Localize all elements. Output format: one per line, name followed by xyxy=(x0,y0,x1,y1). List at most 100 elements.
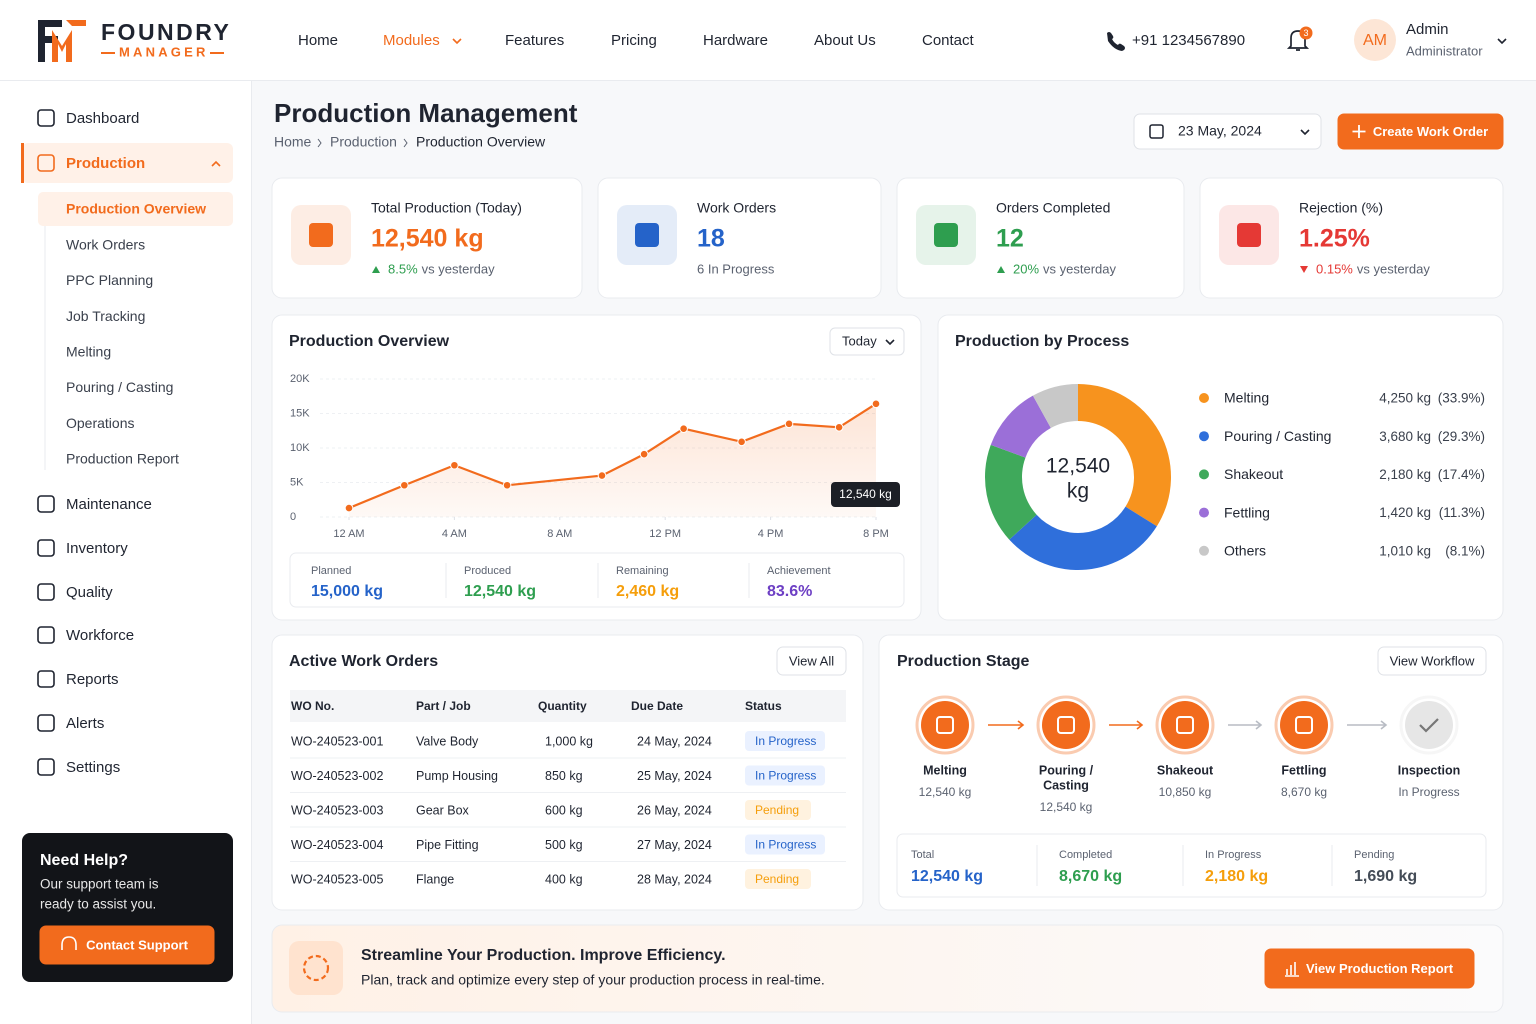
sidebar-icon xyxy=(37,626,55,644)
stage-value: 12,540 kg xyxy=(919,785,972,799)
kpi-card xyxy=(271,177,583,299)
nav-link[interactable]: Modules xyxy=(383,32,440,49)
donut-slice xyxy=(1009,506,1157,571)
help-text: ready to assist you. xyxy=(40,897,156,912)
legend-value: 1,010 kg xyxy=(1379,543,1431,558)
kpi-label: Rejection (%) xyxy=(1299,200,1383,216)
submenu-item[interactable]: Operations xyxy=(66,415,134,431)
sidebar-icon xyxy=(37,109,55,127)
submenu-item[interactable]: Production Overview xyxy=(66,201,206,217)
submenu-item[interactable]: Production Report xyxy=(66,451,179,467)
overview-stats xyxy=(289,552,905,608)
status-pill xyxy=(745,765,825,786)
sidebar-item[interactable]: Reports xyxy=(37,670,119,688)
line-point xyxy=(450,460,459,470)
view-workflow-button[interactable]: View Workflow xyxy=(1377,646,1487,676)
stage-name: Inspection xyxy=(1398,763,1461,777)
kpi-icon xyxy=(635,223,659,247)
breadcrumb-item: Production Overview xyxy=(416,134,546,150)
stat-label: In Progress xyxy=(1205,849,1262,861)
kpi-label: Work Orders xyxy=(697,200,776,216)
legend-label: Melting xyxy=(1224,390,1269,406)
filter-label: Today xyxy=(842,333,877,348)
table-header: Part / Job xyxy=(416,699,471,713)
sidebar-item[interactable]: Maintenance xyxy=(37,495,152,513)
table-cell: WO-240523-002 xyxy=(291,769,383,783)
stat-value: 8,670 kg xyxy=(1059,868,1122,885)
table-cell: WO-240523-003 xyxy=(291,803,383,817)
contact-support-button[interactable]: Contact Support xyxy=(39,925,215,965)
sidebar-label: Maintenance xyxy=(66,496,152,513)
legend-label: Shakeout xyxy=(1224,466,1283,482)
table-header: Status xyxy=(745,699,782,713)
filter-dropdown[interactable]: Today xyxy=(829,327,905,356)
create-work-order-button[interactable]: Create Work Order xyxy=(1337,113,1504,150)
date-value: 23 May, 2024 xyxy=(1178,123,1262,139)
stage-circle xyxy=(1161,701,1209,749)
submenu-item[interactable]: Pouring / Casting xyxy=(66,379,173,395)
overview-card xyxy=(271,314,922,621)
nav-link[interactable]: About Us xyxy=(814,32,876,49)
header xyxy=(0,0,1536,80)
sidebar-item[interactable]: Dashboard xyxy=(37,109,139,127)
sidebar-item[interactable]: Inventory xyxy=(37,539,128,557)
breadcrumb-item[interactable]: Home xyxy=(274,134,312,150)
stage-arrow xyxy=(988,720,1025,730)
view-report-button-bg xyxy=(1264,948,1475,989)
banner-icon-bg xyxy=(289,941,343,995)
legend-percent: (33.9%) xyxy=(1438,391,1485,406)
banner xyxy=(271,924,1504,1013)
table-cell: 400 kg xyxy=(545,872,583,886)
kpi-note: vs yesterday xyxy=(1357,261,1430,276)
contact-support-button-label: Contact Support xyxy=(86,937,188,952)
stage-totals xyxy=(896,833,1487,898)
status-label: Pending xyxy=(755,872,799,886)
date-picker[interactable]: 23 May, 2024 xyxy=(1133,113,1322,150)
view-report-button[interactable]: View Production Report xyxy=(1264,948,1475,989)
sidebar-item[interactable]: Workforce xyxy=(37,626,134,644)
nav-link[interactable]: Contact xyxy=(922,32,975,49)
kpi-value: 18 xyxy=(697,225,725,253)
kpi-value: 1.25% xyxy=(1299,225,1370,253)
nav-link[interactable]: Pricing xyxy=(611,32,657,49)
sidebar-item[interactable]: Alerts xyxy=(37,714,104,732)
table-cell: 28 May, 2024 xyxy=(637,872,712,886)
x-tick-label: 4 PM xyxy=(758,528,784,540)
line-point xyxy=(871,399,881,409)
submenu-item[interactable]: Job Tracking xyxy=(66,308,145,324)
stat-value: 12,540 kg xyxy=(464,583,536,600)
breadcrumb-item[interactable]: Production xyxy=(330,134,397,150)
sidebar-item[interactable]: Settings xyxy=(37,758,120,776)
nav-link[interactable]: Home xyxy=(298,32,338,49)
kpi-icon xyxy=(309,223,333,247)
view-all-button-label: View All xyxy=(789,653,834,668)
notification-badge xyxy=(1299,26,1313,40)
table-cell: Flange xyxy=(416,872,454,886)
submenu-item[interactable]: PPC Planning xyxy=(66,272,153,288)
donut-slice xyxy=(985,444,1037,540)
headset-icon xyxy=(61,936,77,950)
breadcrumb-sep xyxy=(403,138,408,148)
stat-label: Achievement xyxy=(767,565,831,577)
submenu-item[interactable]: Melting xyxy=(66,344,111,360)
nav-link[interactable]: Hardware xyxy=(703,32,768,49)
chevron-icon xyxy=(452,38,462,45)
legend-value: 4,250 kg xyxy=(1379,391,1431,406)
stat-label: Planned xyxy=(311,565,351,577)
sidebar-item[interactable]: Production xyxy=(37,154,145,172)
sidebar-label: Quality xyxy=(66,584,113,601)
submenu-item[interactable]: Work Orders xyxy=(66,236,145,252)
nav-link[interactable]: Features xyxy=(505,32,564,49)
legend-label: Pouring / Casting xyxy=(1224,428,1331,444)
view-all-button[interactable]: View All xyxy=(776,646,847,676)
date-picker-bg xyxy=(1133,113,1322,150)
table-cell: 24 May, 2024 xyxy=(637,734,712,748)
sidebar-item[interactable]: Quality xyxy=(37,583,113,601)
plus-icon xyxy=(1352,125,1366,138)
help-text: Our support team is xyxy=(40,877,159,892)
chevron-icon xyxy=(1497,38,1507,45)
phone-number: +91 1234567890 xyxy=(1132,32,1245,49)
kpi-change: 20% xyxy=(1013,261,1039,276)
